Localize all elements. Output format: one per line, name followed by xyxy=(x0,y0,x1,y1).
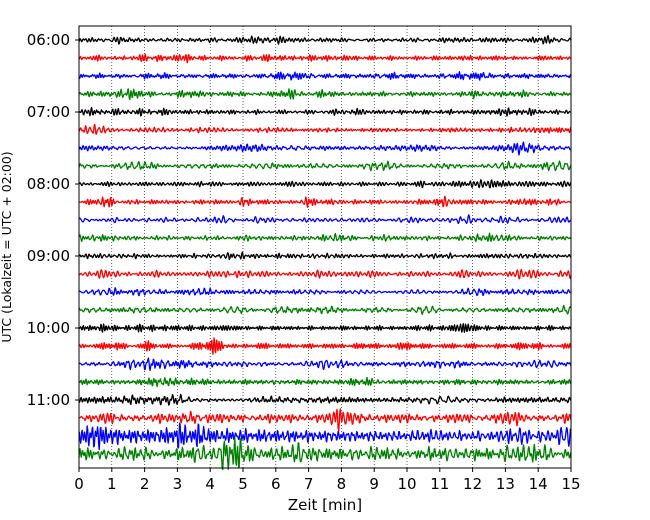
x-tick-label-0: 0 xyxy=(74,475,84,493)
trace-0915 xyxy=(78,268,572,280)
trace-group xyxy=(78,34,572,471)
trace-0730 xyxy=(78,141,572,156)
x-tick-label-14: 14 xyxy=(529,475,548,493)
x-tick-label-3: 3 xyxy=(173,475,183,493)
trace-0900 xyxy=(78,251,572,261)
x-tick-label-6: 6 xyxy=(271,475,281,493)
plot-area xyxy=(79,26,571,468)
y-tick-label-0: 06:00 xyxy=(27,31,70,49)
x-axis-label: Zeit [min] xyxy=(288,496,362,514)
trace-0745 xyxy=(78,160,572,172)
trace-1145 xyxy=(78,437,572,471)
x-tick-label-2: 2 xyxy=(140,475,150,493)
x-axis: 0 1 2 3 4 5 6 7 8 9 10 11 12 13 14 15 xyxy=(74,468,581,493)
trace-1000 xyxy=(78,323,572,333)
trace-0600 xyxy=(78,34,572,45)
trace-1045 xyxy=(78,376,572,388)
x-tick-label-13: 13 xyxy=(496,475,515,493)
plot-frame xyxy=(78,25,572,469)
trace-0800 xyxy=(78,179,572,189)
trace-0945 xyxy=(78,304,572,315)
x-tick-label-9: 9 xyxy=(369,475,379,493)
y-tick-label-2: 08:00 xyxy=(27,175,70,193)
trace-1130 xyxy=(78,422,572,451)
x-tick-label-4: 4 xyxy=(205,475,215,493)
trace-0645 xyxy=(78,88,572,101)
trace-0845 xyxy=(78,232,572,243)
x-tick-label-11: 11 xyxy=(430,475,449,493)
x-tick-label-5: 5 xyxy=(238,475,248,493)
x-tick-label-8: 8 xyxy=(337,475,347,493)
x-tick-label-1: 1 xyxy=(107,475,117,493)
y-tick-label-5: 11:00 xyxy=(27,391,70,409)
trace-1115 xyxy=(78,408,572,433)
x-tick-label-7: 7 xyxy=(304,475,314,493)
trace-1030 xyxy=(78,357,572,372)
y-axis: 06:00 07:00 08:00 09:00 10:00 11:00 xyxy=(27,31,79,409)
trace-1015 xyxy=(78,337,572,355)
trace-0815 xyxy=(78,195,572,208)
trace-1100 xyxy=(78,393,572,406)
x-tick-label-15: 15 xyxy=(561,475,580,493)
y-tick-label-1: 07:00 xyxy=(27,103,70,121)
trace-0930 xyxy=(78,287,572,297)
y-tick-label-4: 10:00 xyxy=(27,319,70,337)
trace-0630 xyxy=(78,71,572,81)
x-tick-label-10: 10 xyxy=(397,475,416,493)
trace-0830 xyxy=(78,214,572,225)
y-axis-label: UTC (Lokalzeit = UTC + 02:00) xyxy=(0,151,14,342)
trace-0715 xyxy=(78,123,572,135)
x-tick-label-12: 12 xyxy=(463,475,482,493)
y-tick-label-3: 09:00 xyxy=(27,247,70,265)
trace-0615 xyxy=(78,53,572,64)
trace-0700 xyxy=(78,106,572,117)
